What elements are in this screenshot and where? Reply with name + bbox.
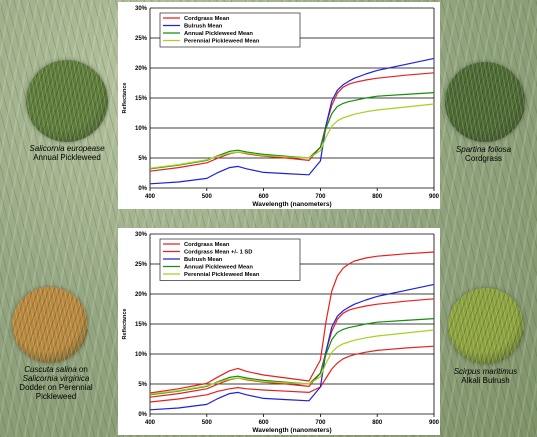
- cordgrass-caption: Spartina foliosa Cordgrass: [430, 145, 537, 163]
- reflectance-chart-means: 0% 5% 10% 15% 20% 25% 30% 400 500 600 700 800 900 Wav…: [118, 2, 440, 209]
- legend-entry: Cordgrass Mean: [184, 242, 230, 248]
- series-line-1: [149, 251, 435, 394]
- reflectance-chart-with-sd: 0% 5% 10% 15% 20% 25% 30% 400 500 600 700 800 900 Wav…: [118, 228, 440, 435]
- x-tick-label: 900: [429, 420, 440, 426]
- y-tick-label: 10%: [135, 352, 148, 358]
- scientific-name: Scirpus maritimus: [453, 367, 518, 376]
- connector-word: on: [78, 365, 88, 374]
- y-tick-label: 0%: [138, 412, 147, 418]
- y-tick-label: 20%: [135, 292, 148, 298]
- x-tick-label: 800: [372, 420, 383, 426]
- dodder-photo: [12, 287, 88, 363]
- legend-entry: Annual Pickleweed Mean: [184, 265, 253, 271]
- x-axis-label: Wavelength (nanometers): [252, 427, 331, 434]
- alkali-bulrush-photo: [448, 288, 524, 364]
- series-line-2: [149, 92, 435, 170]
- x-tick-label: 900: [429, 194, 440, 200]
- x-tick-label: 600: [259, 420, 270, 426]
- y-tick-label: 30%: [135, 232, 148, 238]
- series-line-4: [149, 318, 435, 396]
- host-name: Salicornia virginica: [22, 374, 90, 383]
- legend-entry: Perennial Pickleweed Mean: [184, 272, 260, 278]
- y-tick-label: 25%: [135, 36, 148, 42]
- legend-box: [159, 238, 301, 281]
- y-tick-label: 0%: [138, 186, 147, 192]
- legend-entry: Perennial Pickleweed Mean: [184, 39, 260, 45]
- common-name: Dodder on Perennial Pickleweed: [19, 383, 93, 401]
- chart-svg: 0% 5% 10% 15% 20% 25% 30% 400 500 600 700 800 900 Wav…: [118, 2, 440, 209]
- legend-box: [159, 12, 301, 48]
- common-name: Cordgrass: [465, 154, 502, 163]
- annual-pickleweed-photo: [26, 60, 108, 142]
- x-tick-label: 400: [145, 194, 156, 200]
- y-tick-label: 25%: [135, 262, 148, 268]
- annual-pickleweed-caption: Salicornia europease Annual Pickleweed: [8, 144, 126, 162]
- scientific-name: Spartina foliosa: [455, 145, 512, 154]
- legend-entry: Cordgrass Mean: [184, 16, 230, 22]
- series-line-1: [149, 57, 435, 185]
- series-line-5: [149, 329, 435, 395]
- common-name: Alkali Bulrush: [461, 376, 510, 385]
- chart-svg: 0% 5% 10% 15% 20% 25% 30% 400 500 600 700 800 900 Wav…: [118, 228, 440, 435]
- series-line-3: [149, 283, 435, 411]
- y-axis-label: Reflectance: [122, 309, 128, 340]
- legend-entry: Bulrush Mean: [184, 257, 223, 263]
- legend-entry: Cordgrass Mean +/- 1 SD: [184, 250, 252, 256]
- y-tick-label: 30%: [135, 6, 148, 12]
- dodder-caption: Cuscuta salina on Salicornia virginica D…: [0, 365, 112, 401]
- series-line-3: [149, 103, 435, 169]
- common-name: Annual Pickleweed: [33, 153, 101, 162]
- y-tick-label: 20%: [135, 66, 148, 72]
- y-tick-label: 10%: [135, 126, 148, 132]
- cordgrass-photo: [445, 62, 525, 142]
- x-tick-label: 500: [202, 194, 213, 200]
- x-tick-label: 800: [372, 194, 383, 200]
- scientific-name: Salicornia europease: [29, 144, 105, 153]
- x-tick-label: 700: [315, 420, 326, 426]
- scientific-name: Cuscuta salina: [24, 365, 77, 374]
- scientific-name-line: Cuscuta salina on: [0, 365, 112, 374]
- x-tick-label: 600: [259, 194, 270, 200]
- x-tick-label: 700: [315, 194, 326, 200]
- y-tick-label: 15%: [135, 322, 148, 328]
- legend-entry: Annual Pickleweed Mean: [184, 31, 253, 37]
- y-tick-label: 15%: [135, 96, 148, 102]
- y-axis-label: Reflectance: [122, 83, 128, 114]
- x-tick-label: 500: [202, 420, 213, 426]
- legend-entry: Bulrush Mean: [184, 24, 223, 30]
- y-tick-label: 5%: [138, 156, 147, 162]
- alkali-bulrush-caption: Scirpus maritimus Alkali Bulrush: [434, 367, 537, 385]
- x-tick-label: 400: [145, 420, 156, 426]
- y-tick-label: 5%: [138, 382, 147, 388]
- x-axis-label: Wavelength (nanometers): [252, 201, 331, 208]
